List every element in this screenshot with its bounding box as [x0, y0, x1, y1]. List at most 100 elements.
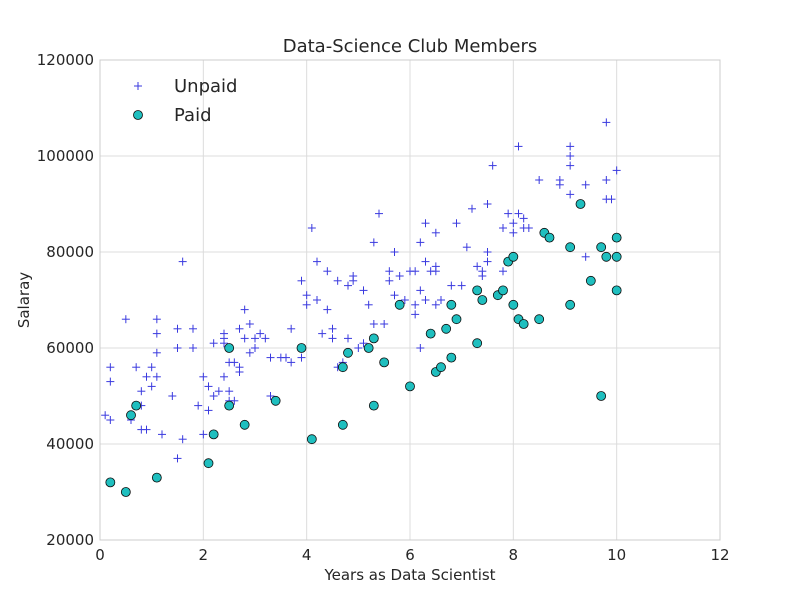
point-paid — [534, 314, 545, 325]
point-unpaid — [251, 334, 259, 343]
point-unpaid — [359, 339, 368, 348]
point-unpaid — [416, 238, 425, 247]
point-unpaid — [431, 267, 440, 276]
point-unpaid — [204, 406, 213, 415]
point-unpaid — [524, 224, 533, 232]
point-unpaid — [214, 387, 223, 396]
point-paid — [105, 477, 116, 488]
point-paid — [337, 419, 348, 430]
point-paid — [224, 400, 235, 411]
point-unpaid — [230, 358, 239, 367]
point-unpaid — [152, 329, 161, 338]
point-paid — [544, 232, 555, 243]
point-unpaid — [152, 348, 161, 357]
point-unpaid — [328, 334, 337, 343]
point-paid — [472, 338, 483, 349]
point-unpaid — [499, 224, 507, 232]
point-unpaid — [457, 281, 466, 290]
point-unpaid — [400, 296, 409, 304]
point-unpaid — [240, 334, 249, 343]
x-axis-label: Years as Data Scientist — [323, 566, 495, 584]
point-unpaid — [349, 276, 358, 285]
point-paid — [601, 251, 612, 262]
legend: Unpaid Paid — [133, 76, 237, 126]
point-unpaid — [220, 372, 228, 381]
point-unpaid — [106, 377, 115, 386]
point-unpaid — [416, 344, 425, 352]
plot-frame — [99, 59, 721, 541]
point-unpaid — [411, 300, 420, 309]
point-unpaid — [209, 392, 218, 400]
point-unpaid — [488, 161, 497, 170]
point-unpaid — [245, 320, 254, 328]
point-unpaid — [152, 372, 161, 381]
point-paid — [575, 199, 586, 209]
point-unpaid — [302, 300, 311, 309]
point-paid — [343, 347, 353, 358]
point-unpaid — [514, 209, 523, 218]
point-unpaid — [199, 372, 208, 381]
point-paid — [611, 251, 622, 262]
point-unpaid — [266, 392, 275, 400]
point-paid — [472, 285, 483, 296]
point-unpaid — [421, 219, 430, 228]
point-paid — [296, 343, 307, 353]
point-unpaid — [504, 209, 513, 218]
point-unpaid — [581, 252, 590, 261]
point-unpaid — [297, 353, 306, 362]
point-unpaid — [375, 209, 383, 218]
point-unpaid — [251, 344, 259, 352]
point-unpaid — [369, 320, 378, 328]
point-paid — [585, 275, 596, 286]
point-unpaid — [452, 219, 461, 228]
point-paid — [436, 362, 446, 373]
point-unpaid — [602, 118, 611, 127]
point-unpaid — [189, 344, 197, 352]
point-paid — [425, 328, 436, 339]
x-tick-label: 12 — [710, 546, 729, 564]
legend-entry-paid: Paid — [133, 105, 212, 126]
point-paid — [596, 391, 607, 401]
legend-label-paid: Paid — [174, 105, 212, 126]
point-unpaid — [209, 339, 218, 348]
point-unpaid — [225, 387, 234, 396]
point-unpaid — [499, 267, 507, 276]
point-paid — [498, 285, 508, 296]
point-unpaid — [323, 267, 332, 276]
point-unpaid — [602, 176, 611, 184]
y-axis-ticks: 20000 40000 60000 80000 100000 120000 — [37, 51, 94, 549]
point-unpaid — [287, 324, 296, 333]
point-unpaid — [256, 329, 265, 338]
x-tick-label: 10 — [607, 546, 626, 564]
point-unpaid — [607, 195, 616, 204]
point-paid — [368, 333, 379, 344]
point-unpaid — [411, 310, 420, 319]
point-unpaid — [364, 300, 373, 309]
point-unpaid — [514, 142, 523, 151]
point-unpaid — [344, 334, 352, 343]
point-unpaid — [431, 228, 440, 237]
point-paid — [611, 285, 622, 296]
legend-plus-marker — [134, 82, 142, 90]
x-tick-label: 6 — [405, 546, 415, 564]
point-paid — [611, 232, 622, 243]
point-unpaid — [344, 281, 352, 290]
point-unpaid — [380, 320, 389, 328]
point-paid — [270, 395, 281, 406]
y-tick-label: 20000 — [46, 531, 94, 549]
point-unpaid — [204, 382, 213, 391]
point-paid — [405, 381, 415, 392]
point-unpaid — [199, 430, 208, 439]
point-unpaid — [333, 276, 342, 285]
point-unpaid — [106, 363, 115, 372]
point-paid — [368, 400, 379, 411]
point-unpaid — [266, 353, 275, 362]
point-paid — [441, 323, 452, 334]
point-unpaid — [178, 257, 187, 266]
point-unpaid — [519, 214, 528, 223]
point-unpaid — [220, 329, 228, 338]
point-unpaid — [447, 281, 456, 290]
point-unpaid — [411, 267, 420, 276]
legend-circle-marker — [133, 110, 143, 120]
point-paid — [131, 400, 142, 411]
